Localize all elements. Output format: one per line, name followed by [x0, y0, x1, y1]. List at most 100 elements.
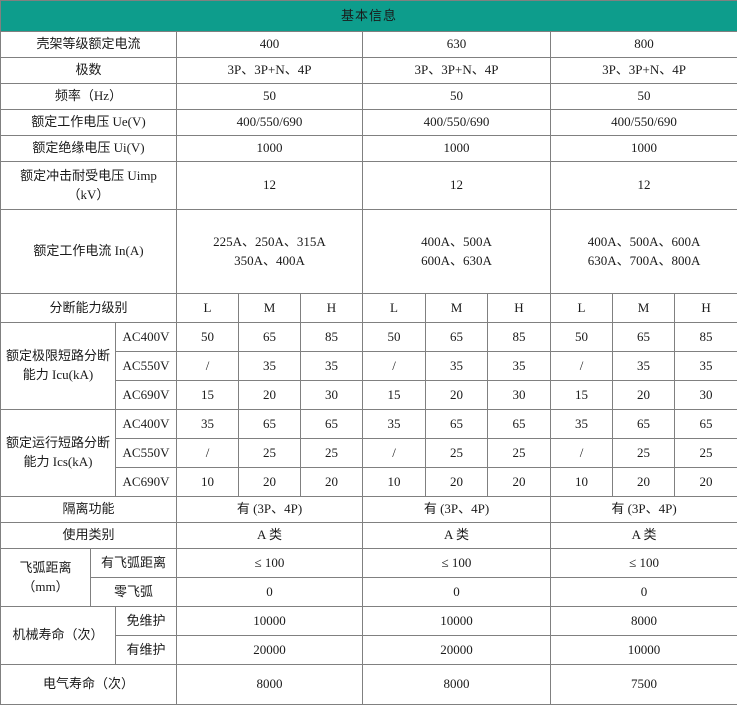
- table-row-poles: 极数 3P、3P+N、4P 3P、3P+N、4P 3P、3P+N、4P: [0, 57, 737, 84]
- ics-ac690v-2-M: 20: [425, 467, 488, 497]
- icu-ac400v-3-L: 50: [550, 322, 613, 352]
- table-row-frequency: 频率（Hz） 50 50 50: [0, 83, 737, 110]
- breaking-level-1-L: L: [176, 293, 239, 323]
- sub-label-arc-with: 有飞弧距离: [90, 548, 177, 578]
- usage-class-value-2: A 类: [362, 522, 551, 549]
- arc-zero-value-1: 0: [176, 577, 363, 607]
- ui-value-2: 1000: [362, 135, 551, 162]
- ics-ac550v-2-M: 25: [425, 438, 488, 468]
- icu-ac400v-2-M: 65: [425, 322, 488, 352]
- ics-ac400v-1-M: 65: [238, 409, 301, 439]
- frame-rating-value-1: 400: [176, 31, 363, 58]
- usage-class-value-1: A 类: [176, 522, 363, 549]
- ics-ac550v-3-L: /: [550, 438, 613, 468]
- ics-ac400v-2-H: 65: [487, 409, 551, 439]
- table-row-uimp: 额定冲击耐受电压 Uimp（kV） 12 12 12: [0, 161, 737, 210]
- mech-life-maintained-value-2: 20000: [362, 635, 551, 665]
- icu-ac400v-1-H: 85: [300, 322, 363, 352]
- breaking-level-3-L: L: [550, 293, 613, 323]
- elec-life-value-2: 8000: [362, 664, 551, 705]
- table-row-isolation: 隔离功能 有 (3P、4P) 有 (3P、4P) 有 (3P、4P): [0, 496, 737, 523]
- breaking-level-1-M: M: [238, 293, 301, 323]
- table-row-icu-ac400v: 额定极限短路分断能力 Icu(kA) AC400V 50 65 85 50 65…: [0, 322, 737, 410]
- icu-ac400v-1-M: 65: [238, 322, 301, 352]
- row-label-elec-life: 电气寿命（次）: [0, 664, 177, 705]
- icu-ac550v-1-H: 35: [300, 351, 363, 381]
- ics-ac690v-3-L: 10: [550, 467, 613, 497]
- row-label-mech-life: 机械寿命（次）: [0, 606, 116, 665]
- table-banner-title: 基本信息: [0, 0, 737, 32]
- icu-ac690v-2-M: 20: [425, 380, 488, 410]
- ics-ac690v-2-H: 20: [487, 467, 551, 497]
- ics-ac690v-2-L: 10: [362, 467, 426, 497]
- row-label-arc-distance: 飞弧距离（mm）: [0, 548, 91, 607]
- icu-ac550v-1-M: 35: [238, 351, 301, 381]
- mech-life-free-value-2: 10000: [362, 606, 551, 636]
- ics-ac690v-3-H: 20: [673, 467, 737, 497]
- ics-ac550v-3-M: 25: [612, 438, 675, 468]
- frequency-value-3: 50: [549, 83, 737, 110]
- ue-value-2: 400/550/690: [362, 109, 551, 136]
- mech-life-free-value-1: 10000: [176, 606, 363, 636]
- icu-ac690v-3-M: 20: [612, 380, 675, 410]
- ui-value-1: 1000: [176, 135, 363, 162]
- icu-ac550v-3-L: /: [550, 351, 613, 381]
- icu-ac690v-3-L: 15: [550, 380, 613, 410]
- banner-row: 基本信息: [0, 0, 737, 32]
- icu-ac550v-1-L: /: [176, 351, 239, 381]
- ics-ac690v-1-H: 20: [300, 467, 363, 497]
- ics-ac400v-3-M: 65: [612, 409, 675, 439]
- ics-ac400v-2-L: 35: [362, 409, 426, 439]
- table-row-ics-ac690v: AC690V 10 20 20 10 20 20 10 20 20: [1, 467, 737, 497]
- ics-ac550v-3-H: 25: [673, 438, 737, 468]
- row-label-usage-class: 使用类别: [0, 522, 177, 549]
- ui-value-3: 1000: [549, 135, 737, 162]
- ics-ac690v-3-M: 20: [612, 467, 675, 497]
- row-label-poles: 极数: [0, 57, 177, 84]
- arc-zero-value-3: 0: [549, 577, 737, 607]
- breaking-level-3-H: H: [673, 293, 737, 323]
- in-value-2: 400A、500A 600A、630A: [362, 209, 551, 294]
- table-row-ics-ac550v: AC550V / 25 25 / 25 25 / 25 25: [1, 438, 737, 468]
- table-row-usage-class: 使用类别 A 类 A 类 A 类: [0, 522, 737, 549]
- ics-ac690v-1-L: 10: [176, 467, 239, 497]
- in-value-3-line-2: 630A、700A、800A: [587, 252, 701, 268]
- row-label-isolation: 隔离功能: [0, 496, 177, 523]
- ics-ac550v-1-H: 25: [300, 438, 363, 468]
- in-value-3-line-1: 400A、500A、600A: [587, 233, 701, 249]
- row-label-uimp: 额定冲击耐受电压 Uimp（kV）: [0, 161, 177, 210]
- usage-class-value-3: A 类: [549, 522, 737, 549]
- icu-ac550v-3-M: 35: [612, 351, 675, 381]
- elec-life-value-3: 7500: [549, 664, 737, 705]
- icu-ac550v-2-L: /: [362, 351, 426, 381]
- icu-ac400v-3-H: 85: [673, 322, 737, 352]
- table-row-elec-life: 电气寿命（次） 8000 8000 7500: [0, 664, 737, 705]
- table-row-arc-with: 飞弧距离（mm） 有飞弧距离 ≤ 100 ≤ 100 ≤ 100: [0, 548, 737, 607]
- icu-ac400v-2-L: 50: [362, 322, 426, 352]
- isolation-value-3: 有 (3P、4P): [549, 496, 737, 523]
- icu-ac690v-2-L: 15: [362, 380, 426, 410]
- isolation-value-2: 有 (3P、4P): [362, 496, 551, 523]
- in-value-1: 225A、250A、315A 350A、400A: [176, 209, 363, 294]
- table-row-ue: 额定工作电压 Ue(V) 400/550/690 400/550/690 400…: [0, 109, 737, 136]
- poles-value-2: 3P、3P+N、4P: [362, 57, 551, 84]
- mech-life-maintained-value-3: 10000: [549, 635, 737, 665]
- ics-ac690v-1-M: 20: [238, 467, 301, 497]
- table-row-icu-ac690v: AC690V 15 20 30 15 20 30 15 20 30: [1, 380, 737, 410]
- ics-ac400v-3-H: 65: [673, 409, 737, 439]
- icu-ac550v-3-H: 35: [673, 351, 737, 381]
- icu-ac400v-3-M: 65: [612, 322, 675, 352]
- uimp-value-3: 12: [549, 161, 737, 210]
- table-row-arc-zero: 零飞弧 0 0 0: [1, 577, 737, 607]
- isolation-value-1: 有 (3P、4P): [176, 496, 363, 523]
- frequency-value-1: 50: [176, 83, 363, 110]
- row-label-ui: 额定绝缘电压 Ui(V): [0, 135, 177, 162]
- sub-label-icu-ac400v: AC400V: [115, 322, 177, 352]
- sub-label-icu-ac690v: AC690V: [115, 380, 177, 410]
- icu-ac550v-2-H: 35: [487, 351, 551, 381]
- breaking-level-2-M: M: [425, 293, 488, 323]
- uimp-value-2: 12: [362, 161, 551, 210]
- ics-ac550v-2-L: /: [362, 438, 426, 468]
- arc-zero-value-2: 0: [362, 577, 551, 607]
- icu-ac550v-2-M: 35: [425, 351, 488, 381]
